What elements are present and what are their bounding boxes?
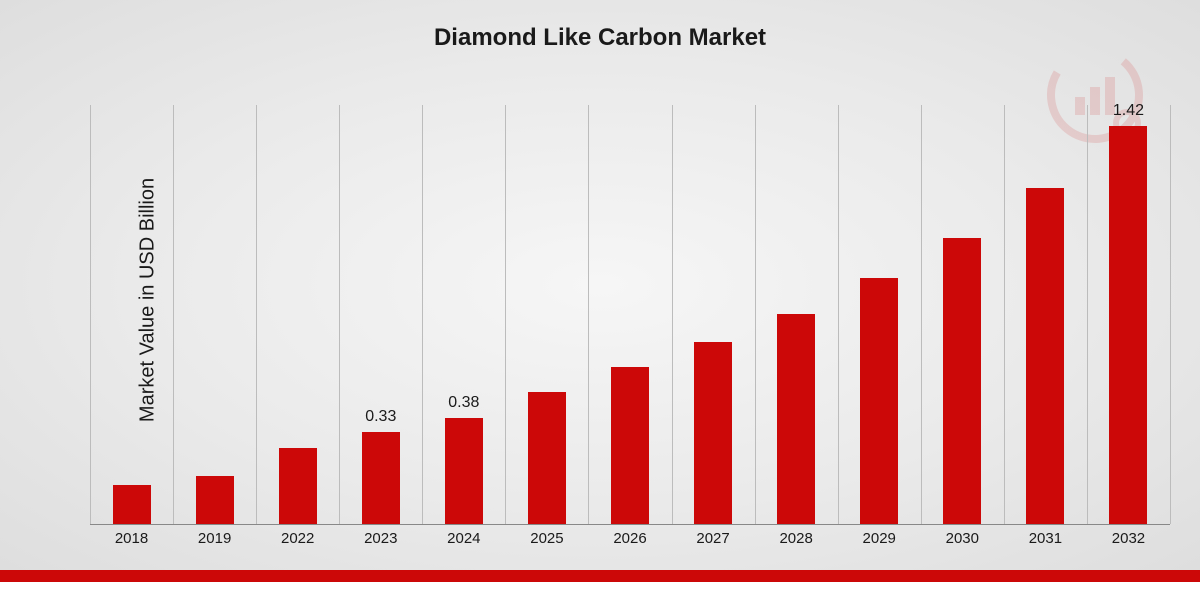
bar-value-label: 0.38	[448, 394, 479, 412]
x-tick-label: 2027	[696, 530, 729, 547]
gridline	[1087, 105, 1088, 524]
gridline	[921, 105, 922, 524]
bar	[528, 392, 566, 524]
x-tick-label: 2018	[115, 530, 148, 547]
x-tick-label: 2032	[1112, 530, 1145, 547]
x-tick-label: 2023	[364, 530, 397, 547]
x-tick-label: 2026	[613, 530, 646, 547]
gridline	[422, 105, 423, 524]
bar-value-label: 0.33	[365, 408, 396, 426]
gridline	[505, 105, 506, 524]
gridline	[256, 105, 257, 524]
gridline	[755, 105, 756, 524]
bar	[1109, 126, 1147, 524]
bar-value-label: 1.42	[1113, 102, 1144, 120]
x-tick-label: 2019	[198, 530, 231, 547]
bar	[694, 342, 732, 524]
bar	[196, 476, 234, 524]
gridline	[1170, 105, 1171, 524]
gridline	[339, 105, 340, 524]
gridline	[672, 105, 673, 524]
gridline	[588, 105, 589, 524]
chart-container: Diamond Like Carbon Market Market Value …	[0, 0, 1200, 570]
plot-area: 0.33 0.38 1.42	[90, 105, 1170, 525]
x-tick-label: 2025	[530, 530, 563, 547]
gridline	[173, 105, 174, 524]
bar	[860, 278, 898, 524]
bar	[611, 367, 649, 524]
gridline	[90, 105, 91, 524]
x-tick-label: 2031	[1029, 530, 1062, 547]
bar	[777, 314, 815, 524]
x-tick-label: 2029	[863, 530, 896, 547]
gridline	[1004, 105, 1005, 524]
bar	[362, 432, 400, 524]
chart-title: Diamond Like Carbon Market	[0, 24, 1200, 52]
x-tick-label: 2022	[281, 530, 314, 547]
bar	[279, 448, 317, 524]
x-tick-label: 2024	[447, 530, 480, 547]
footer-red-bar	[0, 570, 1200, 582]
bar	[445, 418, 483, 524]
bar	[113, 485, 151, 524]
x-tick-label: 2028	[779, 530, 812, 547]
gridline	[838, 105, 839, 524]
x-tick-label: 2030	[946, 530, 979, 547]
bar	[1026, 188, 1064, 524]
footer-white-bar	[0, 582, 1200, 600]
bar	[943, 238, 981, 524]
